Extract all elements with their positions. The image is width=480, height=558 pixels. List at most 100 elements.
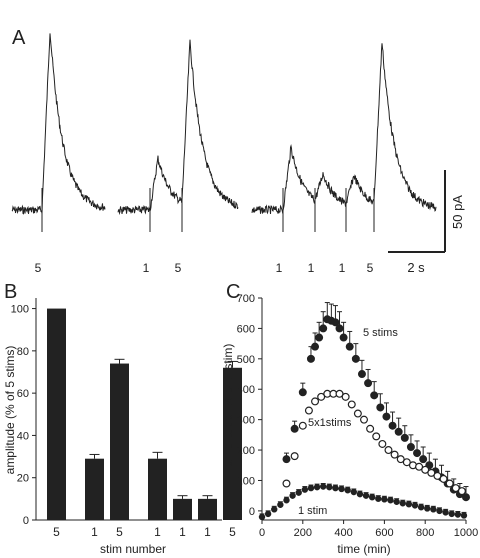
data-point-series-3 bbox=[399, 500, 406, 507]
data-point-series-2 bbox=[445, 479, 454, 488]
current-trace-1 bbox=[11, 33, 106, 215]
stim-label: 1 bbox=[339, 261, 346, 275]
panel-c-xtick-label: 1000 bbox=[454, 527, 478, 539]
panel-c-ytick-label: 100 bbox=[237, 475, 255, 487]
data-point-series-2 bbox=[298, 421, 307, 430]
data-point-series-3 bbox=[320, 483, 327, 490]
data-point-series-3 bbox=[448, 510, 455, 518]
data-point-series-2 bbox=[335, 389, 344, 398]
data-point-series-2 bbox=[378, 439, 387, 448]
data-point-series-1 bbox=[388, 421, 397, 430]
panel-b-ylabel: amplitude (% of 5 stims) bbox=[3, 346, 17, 475]
annotation-1-stim: 1 stim bbox=[298, 505, 327, 517]
data-point-series-2 bbox=[353, 409, 362, 418]
panel-b-ytick-label: 40 bbox=[17, 430, 29, 442]
bar-6 bbox=[198, 498, 217, 520]
data-point-series-3 bbox=[417, 504, 425, 511]
data-point-series-2 bbox=[317, 392, 326, 401]
data-point-series-3 bbox=[350, 488, 357, 496]
bar-category-label: 5 bbox=[229, 525, 236, 539]
bar-category-label: 1 bbox=[179, 525, 186, 539]
stim-label: 1 bbox=[276, 261, 283, 275]
panel-c-ytick-label: 500 bbox=[237, 354, 255, 366]
data-point-series-3 bbox=[313, 483, 321, 491]
panel-a-traces: 5 1 5 1 1 1 5 50 pA 2 s bbox=[11, 33, 465, 275]
bar-7 bbox=[223, 367, 242, 520]
bar-category-label: 1 bbox=[154, 525, 161, 539]
data-point-series-2 bbox=[433, 471, 442, 480]
panel-c-ytick-label: 200 bbox=[237, 445, 255, 457]
data-point-series-3 bbox=[277, 501, 284, 508]
data-point-series-3 bbox=[289, 492, 296, 499]
data-point-series-1 bbox=[376, 403, 385, 412]
panel-c-xtick-label: 400 bbox=[334, 527, 352, 539]
data-point-series-3 bbox=[258, 513, 266, 521]
panel-label-c: C bbox=[226, 281, 240, 303]
bar-category-label: 1 bbox=[91, 525, 98, 539]
data-point-series-3 bbox=[362, 492, 370, 499]
data-point-series-1 bbox=[298, 388, 307, 397]
data-point-series-2 bbox=[304, 406, 313, 415]
current-trace-3 bbox=[251, 43, 437, 215]
data-point-series-2 bbox=[384, 446, 393, 455]
data-point-series-3 bbox=[326, 483, 333, 491]
panel-b-ytick-label: 100 bbox=[11, 304, 29, 316]
data-point-series-3 bbox=[430, 506, 437, 513]
data-point-series-2 bbox=[427, 468, 436, 477]
data-point-series-3 bbox=[271, 506, 278, 513]
data-point-series-1 bbox=[382, 412, 391, 421]
data-point-series-2 bbox=[451, 484, 460, 493]
panel-b-ytick-label: 60 bbox=[17, 388, 29, 400]
data-point-series-3 bbox=[356, 490, 364, 498]
stim-label: 1 bbox=[308, 261, 315, 275]
data-point-series-3 bbox=[381, 496, 388, 503]
data-point-series-2 bbox=[290, 452, 299, 461]
data-point-series-3 bbox=[436, 507, 443, 515]
data-point-series-1 bbox=[311, 342, 320, 351]
data-point-series-1 bbox=[351, 354, 360, 363]
bar-3 bbox=[110, 363, 129, 520]
panel-c-ytick-label: 400 bbox=[237, 384, 255, 396]
data-point-series-2 bbox=[402, 458, 411, 467]
data-point-series-3 bbox=[295, 489, 302, 496]
data-point-series-3 bbox=[338, 485, 345, 493]
current-trace-2 bbox=[117, 39, 239, 216]
data-point-series-2 bbox=[311, 397, 320, 406]
data-point-series-3 bbox=[411, 502, 419, 509]
bar-category-label: 5 bbox=[116, 525, 123, 539]
data-point-series-3 bbox=[405, 500, 413, 508]
panel-b-ytick-label: 0 bbox=[23, 515, 29, 527]
data-point-series-2 bbox=[439, 474, 448, 483]
panel-c-ylabel: amplitude (% of 1 stim) bbox=[221, 344, 235, 467]
bar-5 bbox=[173, 498, 192, 520]
data-point-series-3 bbox=[460, 512, 468, 519]
panel-c-xlabel: time (min) bbox=[337, 542, 390, 556]
bar-2 bbox=[85, 458, 104, 520]
data-point-series-1 bbox=[345, 342, 354, 351]
data-point-series-3 bbox=[264, 510, 272, 518]
data-point-series-1 bbox=[400, 433, 409, 442]
panel-c-ytick-label: 300 bbox=[237, 415, 255, 427]
data-point-series-1 bbox=[406, 443, 415, 452]
data-point-series-3 bbox=[283, 497, 290, 504]
data-point-series-1 bbox=[364, 379, 373, 388]
panel-label-b: B bbox=[4, 281, 17, 303]
panel-c-xtick-label: 600 bbox=[375, 527, 393, 539]
data-point-series-3 bbox=[393, 498, 400, 505]
data-point-series-2 bbox=[396, 455, 405, 464]
panel-c-ytick-label: 0 bbox=[249, 506, 255, 518]
panel-label-a: A bbox=[12, 27, 26, 49]
data-point-series-3 bbox=[424, 505, 431, 512]
data-point-series-1 bbox=[315, 333, 324, 342]
data-point-series-1 bbox=[282, 455, 291, 464]
data-point-series-2 bbox=[421, 465, 430, 474]
scale-current-label: 50 pA bbox=[450, 195, 465, 229]
bar-category-label: 1 bbox=[204, 525, 211, 539]
data-point-series-1 bbox=[413, 449, 422, 458]
data-point-series-3 bbox=[301, 486, 309, 493]
data-point-series-3 bbox=[387, 497, 394, 504]
scale-time-label: 2 s bbox=[407, 260, 425, 275]
panel-c-xtick-label: 200 bbox=[294, 527, 312, 539]
data-point-series-1 bbox=[306, 354, 315, 363]
